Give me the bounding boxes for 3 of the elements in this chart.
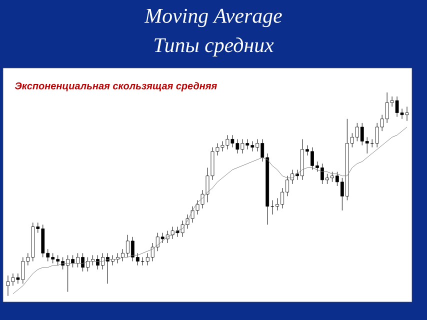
chart-subtitle: Типы средних bbox=[154, 38, 274, 56]
text: Экспоненциальная скользящая средняя bbox=[14, 82, 217, 92]
chart-title: Moving Average bbox=[144, 8, 282, 28]
